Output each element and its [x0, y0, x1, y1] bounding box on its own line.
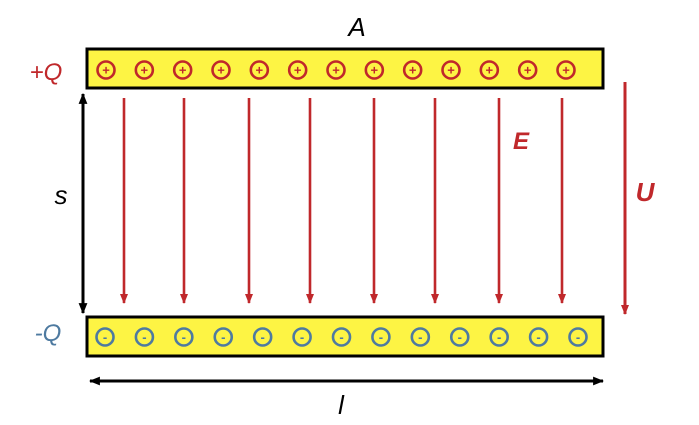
negative-charge: - [489, 327, 509, 347]
positive-charge: + [96, 60, 116, 80]
positive-charge: + [134, 60, 155, 80]
positive-charge-label: +Q [30, 59, 63, 86]
positive-charge: + [517, 60, 538, 80]
positive-charge: + [556, 60, 576, 80]
svg-text:+: + [524, 63, 532, 78]
negative-charge: - [174, 327, 194, 347]
area-label: A [346, 12, 365, 42]
positive-charge: + [441, 60, 461, 80]
negative-charge: - [528, 327, 549, 347]
svg-text:+: + [486, 63, 494, 78]
svg-text:-: - [300, 330, 304, 345]
svg-text:-: - [497, 330, 501, 345]
svg-text:-: - [458, 330, 462, 345]
negative-charge: - [213, 327, 234, 347]
svg-text:-: - [536, 330, 540, 345]
negative-charge: - [252, 327, 273, 347]
negative-charges: ------------- [95, 327, 588, 347]
svg-text:+: + [179, 63, 187, 78]
positive-charge: + [402, 60, 423, 80]
svg-text:-: - [379, 330, 383, 345]
positive-charge: + [479, 60, 500, 80]
svg-text:+: + [371, 63, 379, 78]
svg-text:+: + [409, 63, 417, 78]
svg-text:+: + [141, 63, 149, 78]
svg-text:-: - [182, 330, 186, 345]
svg-text:-: - [142, 330, 146, 345]
positive-charge: + [249, 60, 270, 80]
svg-text:+: + [256, 63, 264, 78]
svg-text:+: + [217, 63, 225, 78]
negative-charge: - [568, 327, 588, 347]
negative-charge: - [331, 327, 352, 347]
voltage-label: U [636, 177, 656, 207]
field-label: E [513, 128, 530, 155]
negative-charge: - [410, 327, 431, 347]
svg-text:+: + [332, 63, 340, 78]
negative-charge-label: -Q [35, 320, 62, 347]
svg-text:-: - [418, 330, 422, 345]
negative-charge: - [95, 327, 115, 347]
electric-field-lines [120, 98, 566, 304]
svg-text:-: - [339, 330, 343, 345]
positive-charge: + [287, 60, 308, 80]
svg-text:-: - [103, 330, 107, 345]
separation-label: s [55, 180, 68, 210]
positive-charge: + [172, 60, 193, 80]
svg-text:-: - [260, 330, 264, 345]
positive-charge: + [364, 60, 385, 80]
svg-text:+: + [294, 63, 302, 78]
positive-charge: + [211, 60, 231, 80]
svg-text:+: + [102, 63, 110, 78]
negative-charge: - [134, 327, 155, 347]
svg-text:-: - [576, 330, 580, 345]
length-label: l [338, 390, 345, 420]
negative-charge: - [449, 327, 470, 347]
svg-text:-: - [221, 330, 225, 345]
positive-charge: + [326, 60, 346, 80]
negative-plate [85, 315, 605, 358]
negative-charge: - [371, 327, 391, 347]
svg-text:+: + [562, 63, 570, 78]
positive-charges: + + + + + + + + + + + + + [96, 60, 576, 80]
svg-text:+: + [447, 63, 455, 78]
negative-charge: - [292, 327, 312, 347]
